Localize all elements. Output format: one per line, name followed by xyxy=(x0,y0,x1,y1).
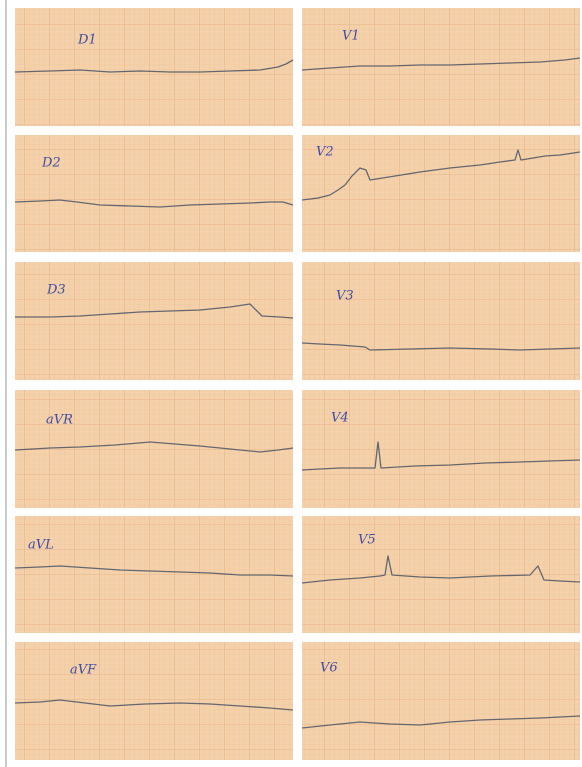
ecg-trace xyxy=(14,59,294,73)
lead-label: D2 xyxy=(41,156,61,171)
ecg-trace xyxy=(301,149,581,201)
lead-panel xyxy=(302,642,580,760)
ecg-trace xyxy=(301,342,581,351)
lead-label: aVR xyxy=(46,413,73,428)
ecg-trace xyxy=(14,441,294,453)
lead-panel xyxy=(15,642,293,760)
lead-labels: D1 V1 D2 V2 D3 V3 aVR V4 aVL V5 aVF V6 xyxy=(28,29,376,678)
lead-label: aVF xyxy=(70,663,97,678)
ecg-trace xyxy=(301,441,581,471)
lead-label: V3 xyxy=(336,289,354,304)
lead-label: V5 xyxy=(358,533,376,548)
ecg-trace xyxy=(14,199,294,208)
ecg-traces xyxy=(14,57,581,729)
lead-label: aVL xyxy=(28,538,54,553)
lead-label: V4 xyxy=(331,411,349,426)
lead-panel xyxy=(15,135,293,252)
lead-panel xyxy=(15,8,293,126)
ecg-panels xyxy=(15,8,580,760)
ecg-trace xyxy=(301,715,581,729)
lead-panel xyxy=(302,516,580,633)
lead-label: D3 xyxy=(46,283,66,298)
lead-panel xyxy=(15,262,293,380)
lead-label: V1 xyxy=(342,29,360,44)
lead-label: V2 xyxy=(316,145,334,160)
lead-panel xyxy=(302,262,580,380)
ecg-trace xyxy=(301,57,581,71)
lead-label: V6 xyxy=(320,661,338,676)
lead-panel xyxy=(302,135,580,252)
ecg-trace xyxy=(14,699,294,711)
lead-panel xyxy=(15,390,293,508)
ecg-trace xyxy=(14,565,294,577)
ecg-trace xyxy=(15,303,294,319)
lead-label: D1 xyxy=(77,33,97,48)
ecg-trace xyxy=(301,555,581,584)
lead-panel xyxy=(302,390,580,508)
